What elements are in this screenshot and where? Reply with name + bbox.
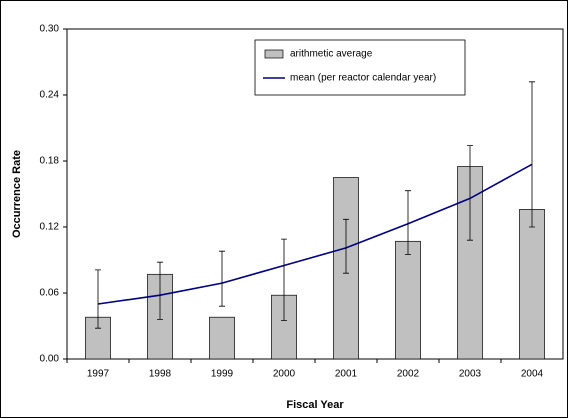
error-bar (281, 238, 287, 321)
legend-box (254, 39, 466, 96)
legend-swatch (264, 49, 284, 59)
line (97, 163, 533, 305)
error-bar (405, 190, 411, 255)
x-tick-label: 1999 (211, 369, 234, 380)
error-bar (467, 145, 473, 241)
error-bar (157, 261, 163, 320)
y-tick-label: 0.24 (40, 90, 60, 101)
x-tick-label: 2002 (397, 369, 420, 380)
bar (519, 209, 545, 360)
legend-label: mean (per reactor calendar year) (290, 73, 436, 84)
x-tick-label: 1997 (87, 369, 110, 380)
error-bar (529, 81, 535, 228)
x-tick-label: 1998 (149, 369, 172, 380)
x-tick-label: 2000 (273, 369, 296, 380)
y-tick-label: 0.12 (40, 222, 60, 233)
x-axis-label: Fiscal Year (286, 399, 344, 411)
y-tick-label: 0.18 (40, 156, 60, 167)
x-tick-label: 2004 (521, 369, 544, 380)
y-tick-label: 0.06 (40, 288, 60, 299)
bar (209, 316, 235, 360)
y-tick-label: 0.00 (40, 354, 60, 365)
x-tick-label: 2001 (335, 369, 358, 380)
bar (395, 240, 421, 360)
y-axis-label: Occurrence Rate (11, 150, 23, 238)
error-bar (343, 218, 349, 274)
error-bar (95, 269, 101, 329)
x-tick-label: 2003 (459, 369, 482, 380)
legend-label: arithmetic average (290, 49, 373, 60)
error-bar (219, 250, 225, 307)
y-tick-label: 0.30 (40, 24, 60, 35)
